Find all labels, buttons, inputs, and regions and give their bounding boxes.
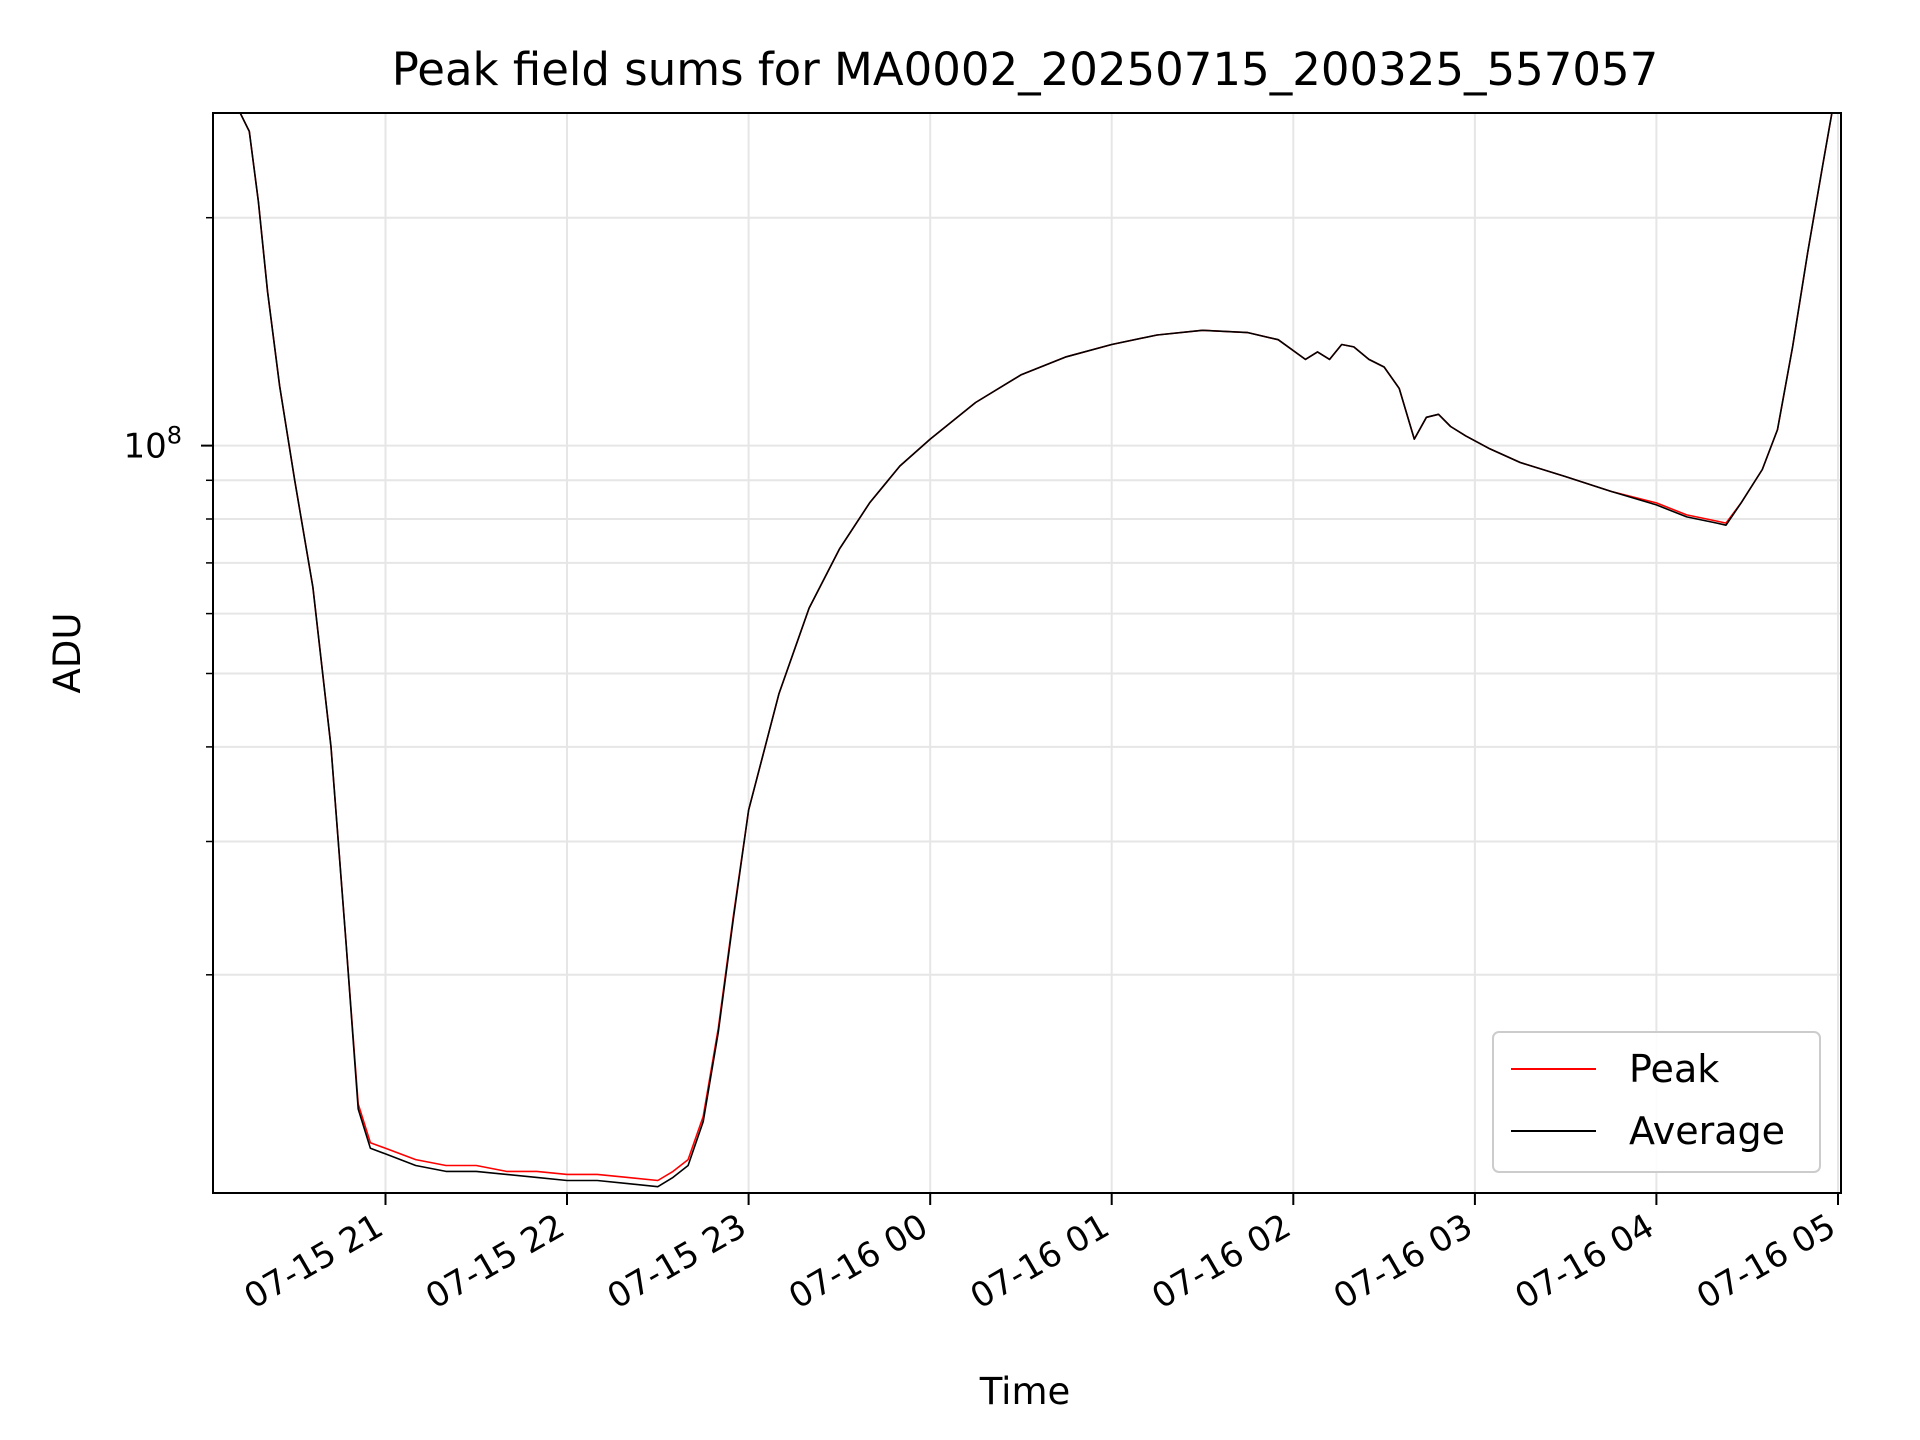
chart-title: Peak field sums for MA0002_20250715_2003…: [392, 43, 1659, 96]
y-axis-label: ADU: [46, 613, 89, 694]
grid: [213, 113, 1841, 1193]
legend-label-peak: Peak: [1629, 1047, 1719, 1091]
y-ticks: 108: [123, 216, 213, 976]
legend: Peak Average: [1492, 1031, 1821, 1173]
x-axis-label: Time: [979, 1370, 1071, 1413]
legend-box: [1492, 1031, 1821, 1173]
legend-label-average: Average: [1629, 1109, 1785, 1153]
y-tick-label: 108: [123, 422, 182, 467]
series-line-average: [213, 112, 1841, 1188]
plot-frame: [212, 112, 1842, 1194]
series-layer: [213, 112, 1841, 1188]
